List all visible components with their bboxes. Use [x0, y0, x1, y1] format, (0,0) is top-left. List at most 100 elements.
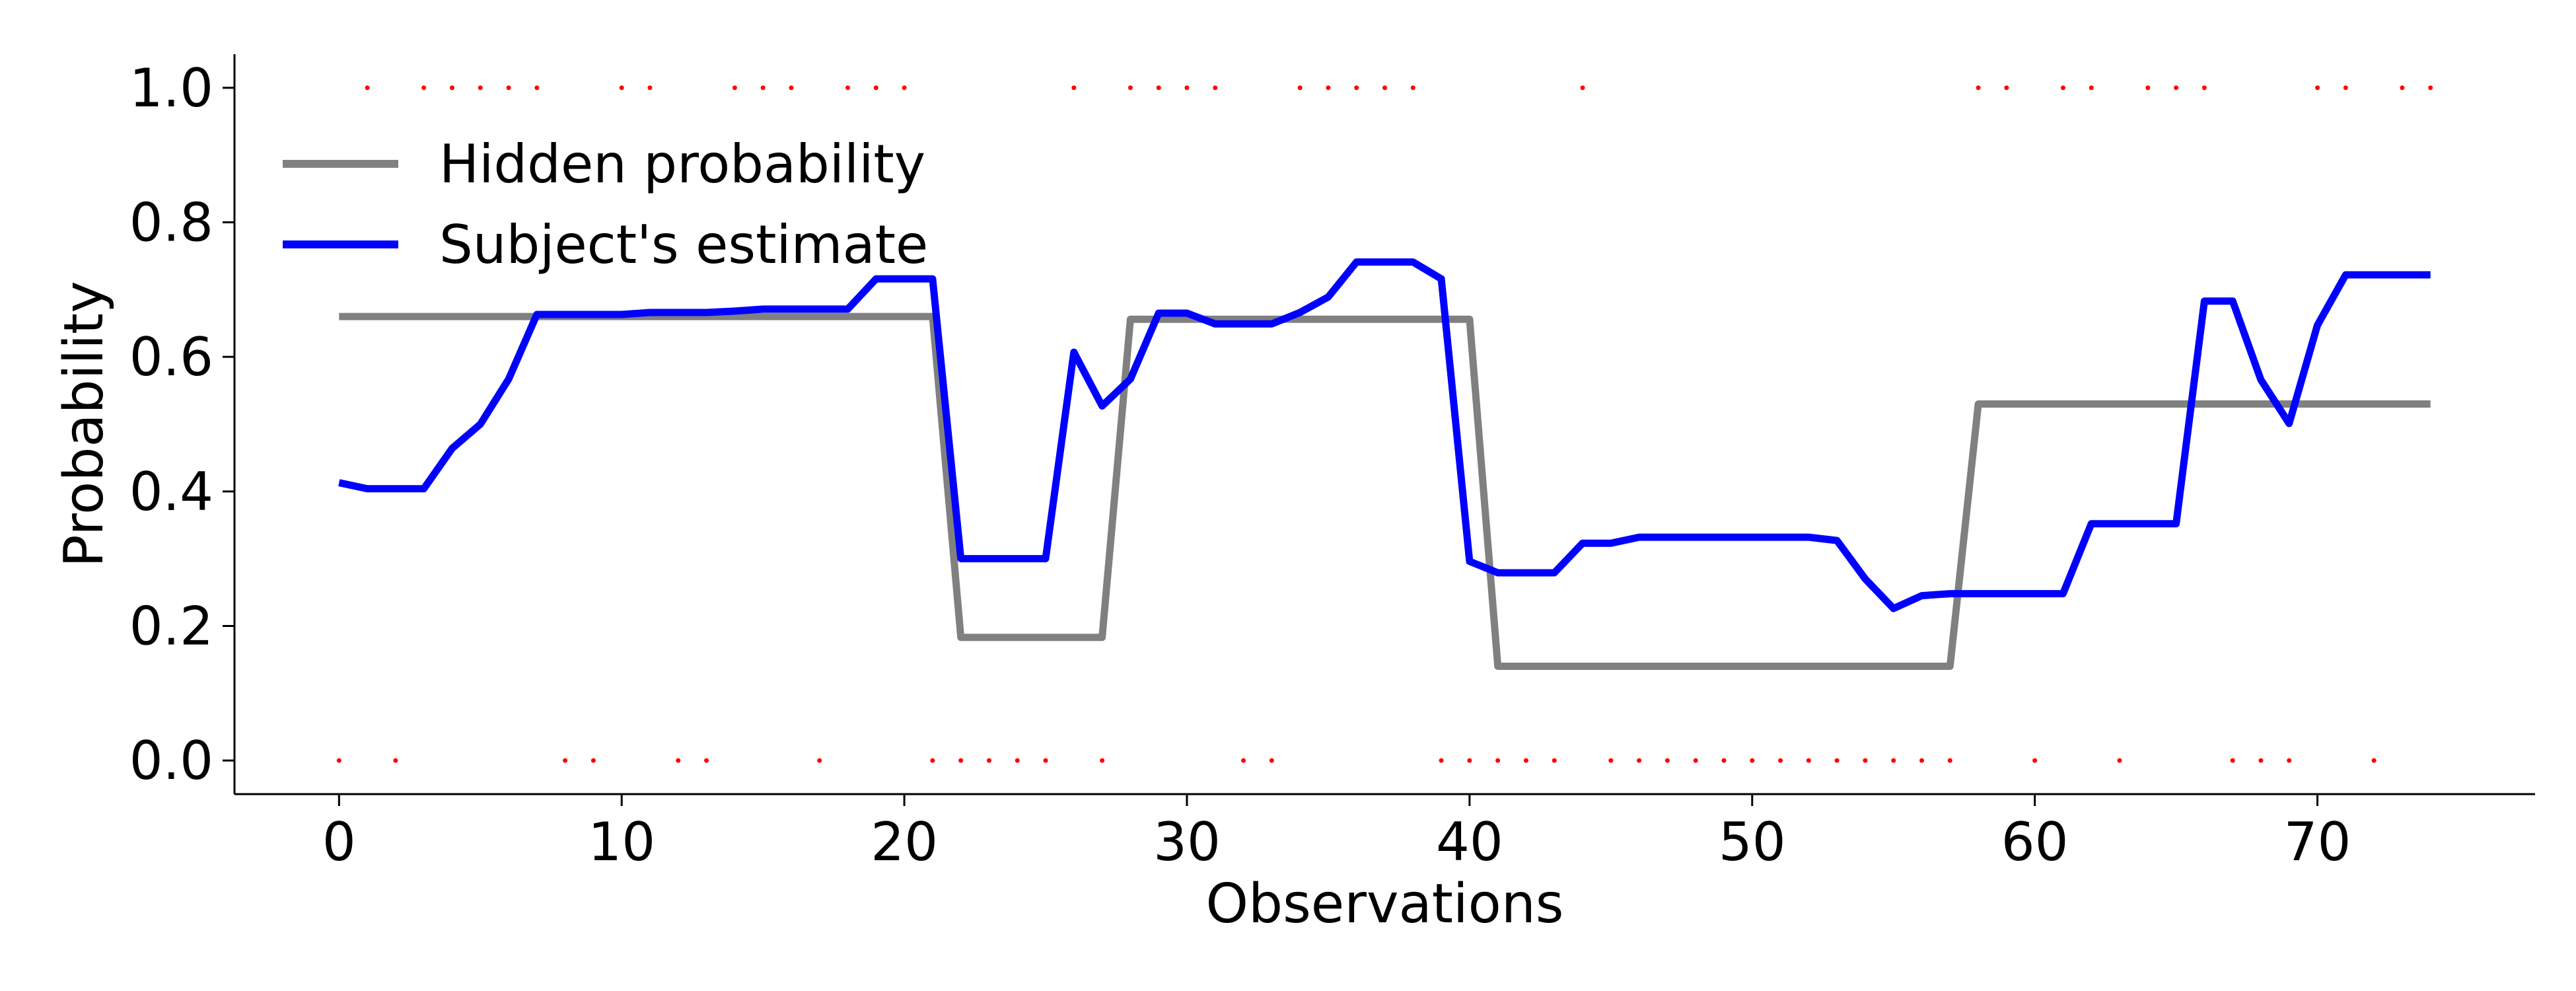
legend: Hidden probability Subject's estimate [283, 133, 928, 275]
observation-dot [1863, 758, 1868, 763]
observation-dot [478, 85, 483, 91]
observation-dot [704, 758, 709, 763]
observation-dot [2117, 758, 2122, 763]
observation-dot [2174, 85, 2179, 91]
observation-dot [336, 758, 341, 763]
observation-dot [2258, 758, 2264, 763]
observation-dot [1184, 85, 1190, 91]
observation-dot [2428, 85, 2433, 91]
observation-dot [393, 758, 398, 763]
series-lines [338, 258, 2431, 670]
observation-dot [2400, 85, 2405, 91]
hidden-probability-line [339, 312, 2431, 670]
axes: 0 10 20 30 40 50 60 70 0.0 0.2 0.4 0.6 0.8 1.0 [129, 54, 2535, 873]
legend-label-hidden-probability: Hidden probability [439, 133, 925, 195]
observation-dot [986, 758, 991, 763]
observation-dot [1778, 758, 1783, 763]
x-tick-label: 0 [322, 811, 356, 873]
x-tick-label: 30 [1153, 811, 1221, 873]
observation-dot [2371, 758, 2377, 763]
observation-dot [2089, 85, 2094, 91]
observation-dot [902, 85, 907, 91]
x-tick-label: 20 [871, 811, 938, 873]
observation-dot [1354, 85, 1359, 91]
observation-dot [647, 85, 653, 91]
observation-dot [817, 758, 822, 763]
observation-dot [1439, 758, 1444, 763]
observation-dot [845, 85, 851, 91]
observation-dot [760, 85, 766, 91]
observation-dot [2060, 85, 2065, 91]
x-tick-label: 70 [2284, 811, 2351, 873]
y-ticks: 0.0 0.2 0.4 0.6 0.8 1.0 [129, 57, 234, 791]
observation-dot [2004, 85, 2009, 91]
observation-dot [1071, 85, 1077, 91]
y-tick-label: 0.8 [129, 192, 213, 254]
observation-dot [1269, 758, 1274, 763]
y-tick-label: 0.0 [129, 730, 213, 791]
y-tick-label: 0.4 [129, 461, 213, 523]
x-tick-label: 40 [1436, 811, 1503, 873]
x-tick-label: 50 [1719, 811, 1786, 873]
x-axis-label: Observations [1205, 873, 1563, 936]
observation-dot [1947, 758, 1952, 763]
observation-dot [930, 758, 935, 763]
observation-dot [1721, 758, 1727, 763]
observation-dot [2343, 85, 2348, 91]
y-axis-label: Probability [53, 281, 116, 567]
observation-dot [2315, 85, 2320, 91]
observation-dot [1976, 85, 1981, 91]
subjects-estimate-line [338, 258, 2431, 612]
observation-dot [1637, 758, 1642, 763]
observation-dot [2032, 758, 2038, 763]
y-tick-label: 1.0 [129, 57, 213, 119]
observation-dot [365, 85, 370, 91]
observation-dot [1891, 758, 1896, 763]
observation-dot [873, 85, 878, 91]
observation-dot [563, 758, 568, 763]
observation-dot [1523, 758, 1528, 763]
observation-dot [1213, 85, 1218, 91]
observation-dot [1156, 85, 1161, 91]
y-tick-label: 0.2 [129, 595, 213, 657]
observation-dot [449, 85, 454, 91]
observation-dot [1015, 758, 1020, 763]
observation-dot [1043, 758, 1048, 763]
observation-dot [789, 85, 794, 91]
observation-dot [1410, 85, 1415, 91]
observation-dot [1100, 758, 1105, 763]
observation-dot [534, 85, 540, 91]
legend-label-subjects-estimate: Subject's estimate [439, 214, 928, 275]
x-tick-label: 60 [2001, 811, 2069, 873]
observation-dot [958, 758, 964, 763]
observation-dots [336, 85, 2433, 763]
x-ticks: 0 10 20 30 40 50 60 70 [322, 794, 2351, 873]
observation-dot [1608, 758, 1614, 763]
observation-dot [2230, 758, 2235, 763]
observation-dot [1326, 85, 1331, 91]
observation-dot [506, 85, 511, 91]
observation-dot [1382, 85, 1387, 91]
observation-dot [1127, 85, 1133, 91]
observation-dot [676, 758, 681, 763]
observation-dot [1495, 758, 1501, 763]
observation-dot [1806, 758, 1811, 763]
observation-dot [1919, 758, 1924, 763]
observation-dot [1552, 758, 1557, 763]
observation-dot [2145, 85, 2151, 91]
observation-dot [1693, 758, 1698, 763]
observation-dot [1664, 758, 1670, 763]
y-tick-label: 0.6 [129, 326, 213, 388]
observation-dot [2287, 758, 2292, 763]
observation-dot [1467, 758, 1472, 763]
observation-dot [1750, 758, 1755, 763]
observation-dot [2201, 85, 2207, 91]
observation-dot [1241, 758, 1246, 763]
observation-dot [1297, 85, 1303, 91]
observation-dot [619, 85, 624, 91]
observation-dot [732, 85, 737, 91]
observation-dot [1834, 758, 1840, 763]
observation-dot [421, 85, 427, 91]
observation-dot [1580, 85, 1585, 91]
